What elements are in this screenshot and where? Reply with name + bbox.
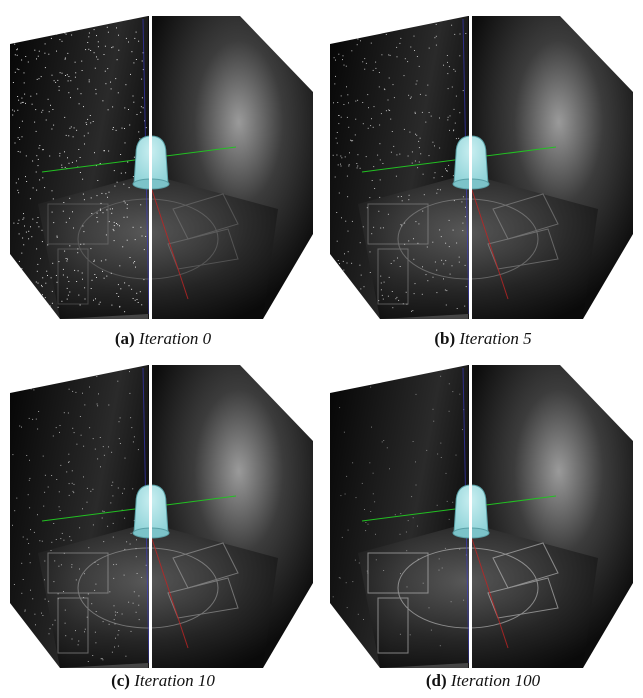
- axis-red-line: [149, 183, 189, 300]
- split-divider: [469, 363, 472, 668]
- noise-speckles: [12, 371, 147, 662]
- split-divider: [149, 14, 152, 319]
- caption-text-d: Iteration 100: [450, 671, 541, 690]
- caption-text-c: Iteration 10: [134, 671, 215, 690]
- caption-label-b: (b): [434, 329, 456, 348]
- floor: [358, 174, 598, 319]
- noise-speckles: [332, 23, 467, 313]
- render-image-a: [10, 14, 313, 319]
- render-image-b: [330, 14, 633, 319]
- subfigure-a: (a) Iteration 0: [8, 14, 318, 359]
- render-image-d: [330, 363, 633, 668]
- caption-label-c: (c): [111, 671, 130, 690]
- noise-speckles: [332, 375, 467, 651]
- floor: [38, 174, 278, 319]
- caption-d: (d) Iteration 100: [328, 671, 638, 691]
- axis-red-line: [469, 532, 509, 649]
- furniture: [47, 542, 239, 654]
- render-image-c: [10, 363, 313, 668]
- axis-red-line: [149, 532, 189, 649]
- floor: [358, 523, 598, 668]
- axis-red-line: [469, 183, 509, 300]
- caption-text-a: Iteration 0: [138, 329, 212, 348]
- subfigure-c: (c) Iteration 10: [8, 363, 318, 698]
- caption-c: (c) Iteration 10: [8, 671, 318, 691]
- noise-speckles: [12, 22, 147, 313]
- caption-label-d: (d): [425, 671, 447, 690]
- caption-a: (a) Iteration 0: [8, 329, 318, 349]
- caption-text-b: Iteration 5: [459, 329, 532, 348]
- subfigure-b: (b) Iteration 5: [328, 14, 638, 359]
- caption-label-a: (a): [114, 329, 135, 348]
- split-divider: [149, 363, 152, 668]
- caption-b: (b) Iteration 5: [328, 329, 638, 349]
- subfigure-d: (d) Iteration 100: [328, 363, 638, 698]
- floor: [38, 523, 278, 668]
- split-divider: [469, 14, 472, 319]
